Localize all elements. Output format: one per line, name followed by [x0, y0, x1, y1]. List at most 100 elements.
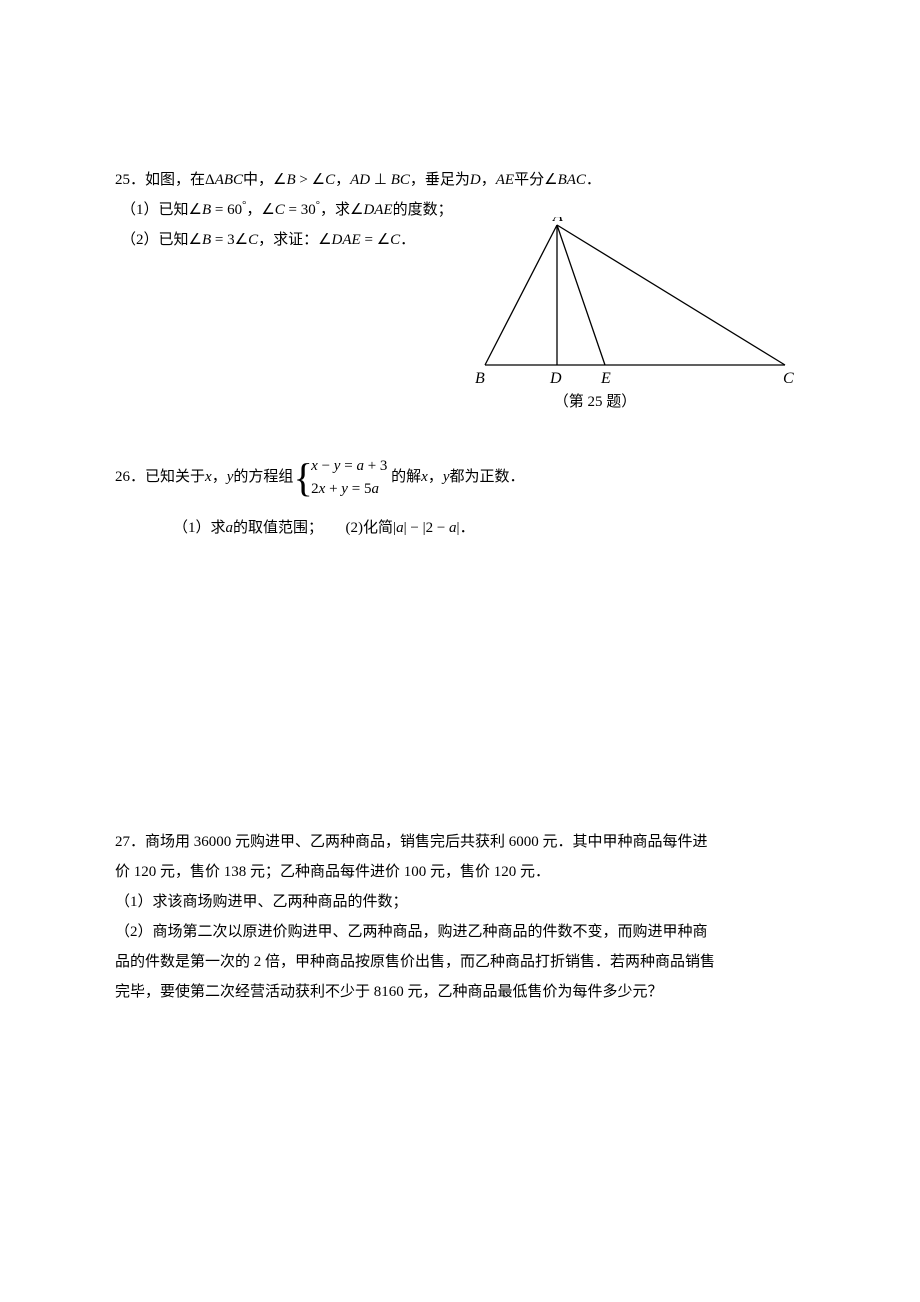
eq-line-2: 2x + y = 5a	[311, 478, 387, 501]
text: 如图，在	[145, 172, 205, 188]
problem-26: 26．已知关于x，y的方程组 { x − y = a + 3 2x + y = …	[115, 455, 805, 542]
minus: −	[318, 458, 334, 474]
B: B	[202, 202, 211, 218]
left-brace-icon: {	[297, 451, 309, 504]
q27-part2-b: 品的件数是第一次的 2 倍，甲种商品按原售价出售，而乙种商品打折销售．若两种商品…	[115, 947, 805, 977]
plus: +	[364, 458, 380, 474]
C: C	[325, 172, 335, 188]
problem-27: 27．商场用 36000 元购进甲、乙两种商品，销售完后共获利 6000 元．其…	[115, 827, 805, 1007]
q25-figure: A B D E C （第 25 题）	[465, 217, 805, 417]
q27-number: 27．	[115, 834, 145, 850]
D: D	[470, 172, 481, 188]
text: (2)	[346, 520, 364, 536]
q27-line1: 27．商场用 36000 元购进甲、乙两种商品，销售完后共获利 6000 元．其…	[115, 827, 805, 857]
perp: ⊥	[370, 172, 391, 188]
y: y	[443, 469, 450, 485]
spacer	[115, 562, 805, 827]
text: ，	[481, 172, 496, 188]
text: 的方程组	[233, 469, 293, 485]
text: ，求	[320, 202, 350, 218]
angle: ∠	[189, 202, 202, 218]
equation-system: { x − y = a + 3 2x + y = 5a	[297, 455, 387, 500]
plus: +	[325, 481, 341, 497]
text: 的取值范围；	[233, 520, 316, 536]
q26-number: 26．	[115, 469, 145, 485]
gt: >	[296, 172, 312, 188]
eq30: = 30	[285, 202, 316, 218]
BAC: BAC	[558, 172, 586, 188]
a: a	[226, 520, 234, 536]
q26-stem: 26．已知关于x，y的方程组 { x − y = a + 3 2x + y = …	[115, 455, 805, 500]
q25-figure-caption-wrap: （第 25 题）	[465, 387, 805, 417]
minus: −	[433, 520, 449, 536]
delta: Δ	[205, 172, 215, 188]
eq: =	[340, 458, 356, 474]
text: 中，	[243, 172, 273, 188]
eq: =	[361, 232, 377, 248]
eq: =	[348, 481, 364, 497]
AD: AD	[350, 172, 370, 188]
q25-number: 25．	[115, 172, 145, 188]
text: 都为正数．	[450, 469, 525, 485]
exam-page: 25．如图，在ΔABC中，∠B > ∠C，AD ⊥ BC，垂足为D，AE平分∠B…	[0, 0, 920, 1302]
a: a	[356, 458, 364, 474]
angle: ∠	[273, 172, 286, 188]
DAE: DAE	[363, 202, 392, 218]
text: ，	[246, 202, 261, 218]
eq60: = 60	[211, 202, 242, 218]
q25-stem: 25．如图，在ΔABC中，∠B > ∠C，AD ⊥ BC，垂足为D，AE平分∠B…	[115, 165, 805, 195]
BC: BC	[391, 172, 410, 188]
text: ．	[400, 232, 415, 248]
angle: ∠	[377, 232, 390, 248]
text: ，求证：	[258, 232, 318, 248]
triangle-diagram-icon: A B D E C	[465, 217, 805, 387]
text: 的度数；	[393, 202, 453, 218]
angle: ∠	[350, 202, 363, 218]
angle: ∠	[261, 202, 274, 218]
point-E-label: E	[600, 370, 611, 387]
AE: AE	[496, 172, 514, 188]
x: x	[205, 469, 212, 485]
B: B	[202, 232, 211, 248]
text: （1）求	[173, 520, 226, 536]
q27-part2-a: （2）商场第二次以原进价购进甲、乙两种商品，购进乙种商品的件数不变，而购进甲种商	[115, 917, 805, 947]
problem-25: 25．如图，在ΔABC中，∠B > ∠C，AD ⊥ BC，垂足为D，AE平分∠B…	[115, 165, 805, 255]
q25-figure-caption: （第 25 题）	[554, 387, 637, 417]
x: x	[421, 469, 428, 485]
text: ，	[212, 469, 227, 485]
point-A-label: A	[552, 217, 563, 225]
gap	[316, 520, 346, 536]
text: 已知关于	[145, 469, 205, 485]
C: C	[390, 232, 400, 248]
angle: ∠	[544, 172, 557, 188]
text: （1）已知	[121, 202, 189, 218]
two: 2	[426, 520, 434, 536]
text: 化简	[363, 520, 393, 536]
B: B	[287, 172, 296, 188]
angle: ∠	[235, 232, 248, 248]
text: ，	[428, 469, 443, 485]
a: a	[396, 520, 404, 536]
q27-part2-c: 完毕，要使第二次经营活动获利不少于 8160 元，乙种商品最低售价为每件多少元？	[115, 977, 805, 1007]
three: 3	[380, 458, 388, 474]
text: ．	[586, 172, 601, 188]
q27-line2: 价 120 元，售价 138 元；乙种商品每件进价 100 元，售价 120 元…	[115, 857, 805, 887]
minus: −	[407, 520, 423, 536]
text: 商场用 36000 元购进甲、乙两种商品，销售完后共获利 6000 元．其中甲种…	[145, 834, 708, 850]
C: C	[248, 232, 258, 248]
text: 垂足为	[425, 172, 470, 188]
angle: ∠	[189, 232, 202, 248]
a: a	[449, 520, 457, 536]
text: ，	[335, 172, 350, 188]
point-C-label: C	[783, 370, 794, 387]
DAE: DAE	[332, 232, 361, 248]
angle: ∠	[312, 172, 325, 188]
text: 的解	[391, 469, 421, 485]
text: ．	[460, 520, 475, 536]
C: C	[275, 202, 285, 218]
ABC: ABC	[215, 172, 243, 188]
q27-part1: （1）求该商场购进甲、乙两种商品的件数；	[115, 887, 805, 917]
text: 平分	[514, 172, 544, 188]
eq-line-1: x − y = a + 3	[311, 455, 387, 478]
point-B-label: B	[475, 370, 485, 387]
